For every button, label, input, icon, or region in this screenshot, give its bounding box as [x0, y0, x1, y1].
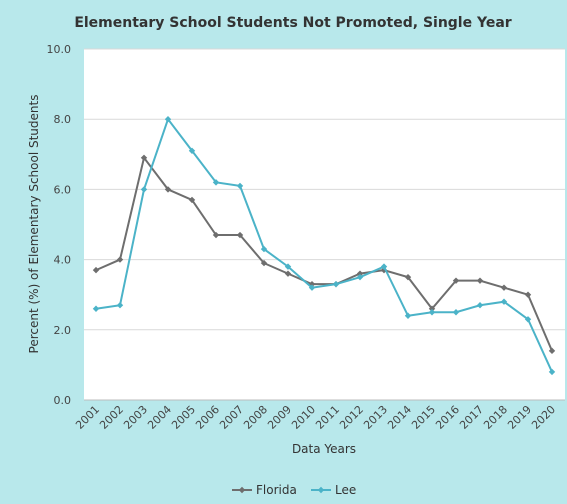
- x-tick-label: 2008: [241, 403, 270, 432]
- x-axis-label: Data Years: [292, 442, 356, 456]
- data-point-lee[interactable]: [140, 186, 148, 193]
- plot-area: [84, 49, 565, 400]
- series-line-florida: [95, 155, 553, 352]
- x-tick-label: 2015: [409, 403, 438, 432]
- data-point-florida[interactable]: [428, 305, 436, 312]
- x-tick-label: 2020: [529, 403, 558, 432]
- y-axis-label: Percent (%) of Elementary School Student…: [27, 95, 41, 354]
- legend-marker-florida: [238, 486, 246, 494]
- data-point-lee[interactable]: [380, 263, 388, 270]
- y-tick-label: 2.0: [54, 324, 72, 337]
- data-point-lee[interactable]: [212, 179, 220, 186]
- data-point-lee[interactable]: [404, 312, 412, 319]
- x-tick-label: 2013: [361, 403, 390, 432]
- data-point-florida[interactable]: [500, 284, 508, 291]
- x-tick-label: 2011: [313, 403, 342, 432]
- x-tick-label: 2010: [289, 403, 318, 432]
- data-point-lee[interactable]: [236, 182, 244, 190]
- data-point-lee[interactable]: [524, 316, 532, 323]
- legend-item-lee[interactable]: Lee: [311, 483, 356, 497]
- x-tick-label: 2014: [385, 403, 414, 432]
- data-point-florida[interactable]: [452, 277, 460, 284]
- data-point-lee[interactable]: [188, 147, 196, 154]
- data-point-lee[interactable]: [92, 305, 100, 312]
- x-tick-label: 2001: [73, 403, 102, 432]
- x-tick-label: 2002: [97, 403, 126, 432]
- data-point-lee[interactable]: [476, 302, 484, 309]
- x-tick-label: 2009: [265, 403, 294, 432]
- chart-title: Elementary School Students Not Promoted,…: [74, 15, 511, 31]
- data-point-florida[interactable]: [476, 277, 484, 284]
- x-tick-label: 2004: [145, 403, 174, 432]
- x-tick-label: 2017: [457, 403, 486, 432]
- data-point-lee[interactable]: [308, 284, 316, 291]
- y-tick-label: 10.0: [47, 43, 72, 56]
- data-point-lee[interactable]: [284, 263, 292, 270]
- data-point-lee[interactable]: [164, 116, 172, 123]
- data-point-florida[interactable]: [524, 291, 532, 298]
- y-tick-label: 8.0: [54, 113, 72, 126]
- data-point-lee[interactable]: [356, 273, 364, 281]
- x-tick-label: 2007: [217, 403, 246, 432]
- series-florida: [92, 154, 556, 355]
- data-point-florida[interactable]: [188, 196, 196, 204]
- x-tick-label: 2019: [505, 403, 534, 432]
- y-tick-label: 6.0: [54, 183, 72, 196]
- legend-item-florida[interactable]: Florida: [232, 483, 297, 497]
- data-point-lee[interactable]: [548, 368, 556, 376]
- legend: Florida Lee: [232, 483, 356, 497]
- x-tick-label: 2005: [169, 403, 198, 432]
- data-point-lee[interactable]: [500, 298, 508, 305]
- data-point-florida[interactable]: [92, 266, 100, 274]
- x-tick-label: 2003: [121, 403, 150, 432]
- data-point-lee[interactable]: [332, 280, 340, 288]
- data-point-florida[interactable]: [212, 231, 220, 239]
- data-point-florida[interactable]: [260, 259, 268, 267]
- series-line-lee: [95, 117, 553, 373]
- data-point-lee[interactable]: [116, 302, 124, 309]
- x-axis-ticks: 2001200220032004200520062007200820092010…: [73, 403, 558, 432]
- series-lee: [92, 116, 556, 376]
- data-point-florida[interactable]: [236, 231, 244, 239]
- data-point-florida[interactable]: [116, 256, 124, 263]
- legend-label-florida: Florida: [256, 483, 297, 497]
- x-tick-label: 2016: [433, 403, 462, 432]
- data-point-florida[interactable]: [284, 270, 292, 277]
- data-point-florida[interactable]: [404, 273, 412, 281]
- x-tick-label: 2018: [481, 403, 510, 432]
- series-layer: [92, 116, 556, 376]
- data-point-lee[interactable]: [452, 309, 460, 316]
- y-tick-label: 4.0: [54, 254, 72, 267]
- y-tick-label: 0.0: [54, 394, 72, 407]
- data-point-florida[interactable]: [356, 270, 364, 277]
- data-point-florida[interactable]: [548, 347, 556, 355]
- x-tick-label: 2006: [193, 403, 222, 432]
- legend-label-lee: Lee: [335, 483, 356, 497]
- data-point-florida[interactable]: [164, 186, 172, 193]
- data-point-lee[interactable]: [428, 309, 436, 316]
- y-axis-ticks: 0.0 2.0 4.0 6.0 8.0 10.0: [47, 43, 72, 407]
- gridlines: [84, 48, 565, 401]
- x-tick-label: 2012: [337, 403, 366, 432]
- data-point-lee[interactable]: [260, 245, 268, 253]
- legend-marker-lee: [317, 486, 325, 494]
- data-point-florida[interactable]: [140, 154, 148, 162]
